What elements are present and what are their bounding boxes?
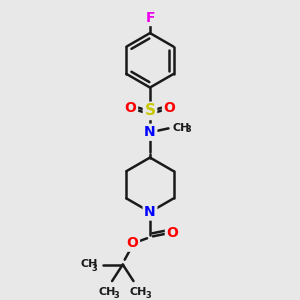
Text: 3: 3 xyxy=(145,291,151,300)
Text: O: O xyxy=(124,101,136,115)
Text: O: O xyxy=(127,236,138,250)
Text: CH: CH xyxy=(98,287,116,297)
Text: F: F xyxy=(145,11,155,25)
Text: CH: CH xyxy=(130,287,147,297)
Text: N: N xyxy=(144,125,156,139)
Text: O: O xyxy=(164,101,175,115)
Text: S: S xyxy=(145,103,155,118)
Text: N: N xyxy=(144,205,156,219)
Text: 3: 3 xyxy=(113,291,119,300)
Text: 3: 3 xyxy=(92,264,98,273)
Text: CH: CH xyxy=(80,259,98,269)
Text: O: O xyxy=(167,226,178,240)
Text: 3: 3 xyxy=(185,125,191,134)
Text: CH: CH xyxy=(172,123,190,134)
